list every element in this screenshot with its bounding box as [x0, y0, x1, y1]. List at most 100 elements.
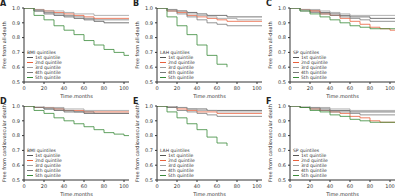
svg-text:1.0: 1.0 [278, 5, 286, 11]
svg-text:0.5: 0.5 [278, 177, 286, 183]
html-text:D: D [0, 97, 7, 106]
svg-text:1.0: 1.0 [145, 5, 153, 11]
svg-text:0.6: 0.6 [145, 162, 153, 168]
html-text:4th quintile: 4th quintile [35, 70, 61, 75]
svg-text:40: 40 [327, 85, 333, 91]
svg-text:Free from all-death: Free from all-death [267, 21, 273, 69]
svg-text:80: 80 [234, 85, 240, 91]
html-text:2nd quintile: 2nd quintile [168, 60, 195, 65]
html-text:3rd quintile: 3rd quintile [35, 65, 61, 70]
svg-text:40: 40 [327, 183, 333, 189]
svg-text:Time,months: Time,months [325, 93, 359, 98]
html-text:5th quintile: 5th quintile [168, 75, 194, 80]
svg-text:0.9: 0.9 [278, 118, 286, 124]
svg-text:60: 60 [347, 183, 353, 189]
svg-text:20: 20 [307, 183, 313, 189]
svg-text:0.8: 0.8 [145, 34, 153, 40]
html-text:B: B [133, 0, 140, 8]
html-text:E: E [133, 97, 139, 106]
html-text:C: C [266, 0, 272, 8]
svg-text:0.5: 0.5 [12, 79, 20, 85]
html-text:2nd quintile: 2nd quintile [35, 60, 62, 65]
svg-text:0.7: 0.7 [145, 49, 153, 55]
html-text:4th quintile: 4th quintile [168, 70, 194, 75]
svg-text:40: 40 [194, 183, 200, 189]
svg-text:0.7: 0.7 [278, 147, 286, 153]
svg-text:1.0: 1.0 [12, 5, 20, 11]
svg-text:Time,months: Time,months [59, 93, 93, 98]
svg-text:1.0: 1.0 [145, 103, 153, 109]
html-text:BMI quintiles: BMI quintiles [27, 50, 56, 55]
svg-text:0.9: 0.9 [12, 20, 20, 26]
html-text:1st quintile: 1st quintile [168, 55, 194, 60]
svg-text:0.5: 0.5 [278, 79, 286, 85]
svg-text:0.7: 0.7 [145, 147, 153, 153]
html-text:F: F [266, 97, 272, 106]
svg-text:0.5: 0.5 [145, 79, 153, 85]
svg-text:0.9: 0.9 [12, 118, 20, 124]
html-text:A: A [0, 0, 7, 8]
svg-text:100: 100 [252, 85, 262, 91]
svg-text:20: 20 [41, 85, 47, 91]
svg-text:20: 20 [174, 85, 180, 91]
svg-text:0: 0 [155, 85, 158, 91]
svg-text:0.8: 0.8 [278, 132, 286, 138]
svg-text:0.8: 0.8 [278, 34, 286, 40]
svg-text:0.9: 0.9 [278, 20, 286, 26]
svg-text:20: 20 [174, 183, 180, 189]
svg-text:1.0: 1.0 [278, 103, 286, 109]
svg-text:40: 40 [61, 85, 67, 91]
svg-text:40: 40 [194, 85, 200, 91]
svg-text:1.0: 1.0 [12, 103, 20, 109]
svg-text:60: 60 [347, 85, 353, 91]
html-text:3rd quintile: 3rd quintile [168, 65, 194, 70]
svg-text:0.9: 0.9 [145, 20, 153, 26]
svg-text:100: 100 [119, 85, 129, 91]
svg-text:100: 100 [385, 183, 392, 189]
svg-text:0: 0 [22, 85, 25, 91]
svg-text:20: 20 [307, 85, 313, 91]
svg-text:0: 0 [288, 85, 291, 91]
svg-text:0.6: 0.6 [12, 162, 20, 168]
svg-text:0.5: 0.5 [12, 177, 20, 183]
svg-text:Free from all-death: Free from all-death [134, 21, 140, 69]
svg-text:Time,months: Time,months [325, 191, 359, 196]
svg-text:80: 80 [367, 85, 373, 91]
html-text:LAH quintiles: LAH quintiles [160, 50, 190, 55]
svg-text:0.7: 0.7 [12, 147, 20, 153]
svg-text:80: 80 [367, 183, 373, 189]
svg-text:0: 0 [155, 183, 158, 189]
svg-text:60: 60 [81, 85, 87, 91]
svg-text:0.6: 0.6 [12, 64, 20, 70]
svg-text:100: 100 [252, 183, 262, 189]
svg-text:0.8: 0.8 [12, 34, 20, 40]
svg-text:80: 80 [234, 183, 240, 189]
svg-text:Time,months: Time,months [59, 191, 93, 196]
svg-text:60: 60 [214, 183, 220, 189]
svg-text:Time,months: Time,months [192, 93, 226, 98]
svg-text:40: 40 [61, 183, 67, 189]
svg-text:80: 80 [101, 183, 107, 189]
svg-text:80: 80 [101, 85, 107, 91]
svg-text:0.6: 0.6 [278, 162, 286, 168]
svg-text:Free from cardiovascular death: Free from cardiovascular death [134, 104, 140, 182]
svg-text:0.7: 0.7 [278, 49, 286, 55]
svg-text:0.8: 0.8 [12, 132, 20, 138]
svg-text:100: 100 [119, 183, 129, 189]
svg-text:60: 60 [214, 85, 220, 91]
svg-text:100: 100 [385, 85, 392, 91]
svg-text:0.9: 0.9 [145, 118, 153, 124]
html-text:5th quintile: 5th quintile [35, 75, 61, 80]
html-text:1st quintile: 1st quintile [35, 55, 61, 60]
svg-text:0.7: 0.7 [12, 49, 20, 55]
svg-text:0.6: 0.6 [145, 64, 153, 70]
svg-text:20: 20 [41, 183, 47, 189]
svg-text:0: 0 [22, 183, 25, 189]
svg-text:0: 0 [288, 183, 291, 189]
svg-text:Free from cardiovascular death: Free from cardiovascular death [267, 104, 273, 182]
svg-text:0.5: 0.5 [145, 177, 153, 183]
svg-text:0.6: 0.6 [278, 64, 286, 70]
svg-text:0.8: 0.8 [145, 132, 153, 138]
svg-text:60: 60 [81, 183, 87, 189]
svg-text:Time,months: Time,months [192, 191, 226, 196]
